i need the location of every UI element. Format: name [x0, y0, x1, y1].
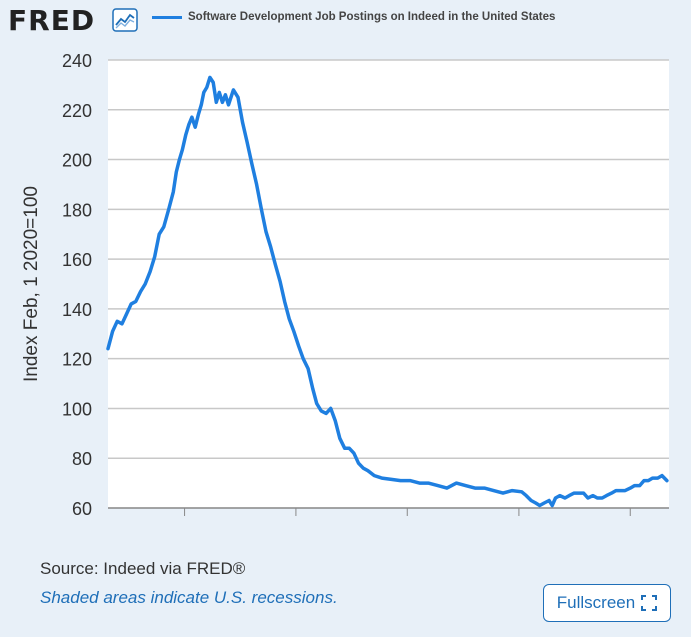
y-tick-label: 180 — [62, 200, 92, 220]
fullscreen-button[interactable]: Fullscreen — [543, 584, 671, 622]
y-tick-label: 60 — [72, 499, 92, 519]
expand-corners-icon — [641, 595, 658, 611]
plot-area — [108, 60, 669, 508]
legend-swatch — [152, 15, 182, 19]
y-tick-label: 160 — [62, 250, 92, 270]
trend-line-icon — [112, 8, 138, 32]
fred-logo[interactable]: FRED — [8, 4, 96, 37]
series-line — [106, 75, 669, 508]
fullscreen-label: Fullscreen — [556, 593, 636, 612]
header: FRED Software Development Job Postings o… — [0, 0, 691, 40]
legend-label: Software Development Job Postings on Ind… — [188, 11, 556, 23]
y-tick-label: 240 — [62, 51, 92, 71]
y-tick-label: 200 — [62, 151, 92, 171]
y-tick-label: 100 — [62, 399, 92, 419]
chart-legend: Software Development Job Postings on Ind… — [152, 11, 555, 23]
y-tick-label: 120 — [62, 350, 92, 370]
y-tick-label: 140 — [62, 300, 92, 320]
y-axis-label: Index Feb, 1 2020=100 — [21, 186, 42, 382]
line-chart[interactable]: 6080100120140160180200220240202220232024… — [0, 40, 691, 520]
recession-note: Shaded areas indicate U.S. recessions. — [40, 588, 338, 607]
y-tick-label: 220 — [62, 101, 92, 121]
source-text: Source: Indeed via FRED® — [40, 559, 246, 578]
y-tick-label: 80 — [72, 449, 92, 469]
